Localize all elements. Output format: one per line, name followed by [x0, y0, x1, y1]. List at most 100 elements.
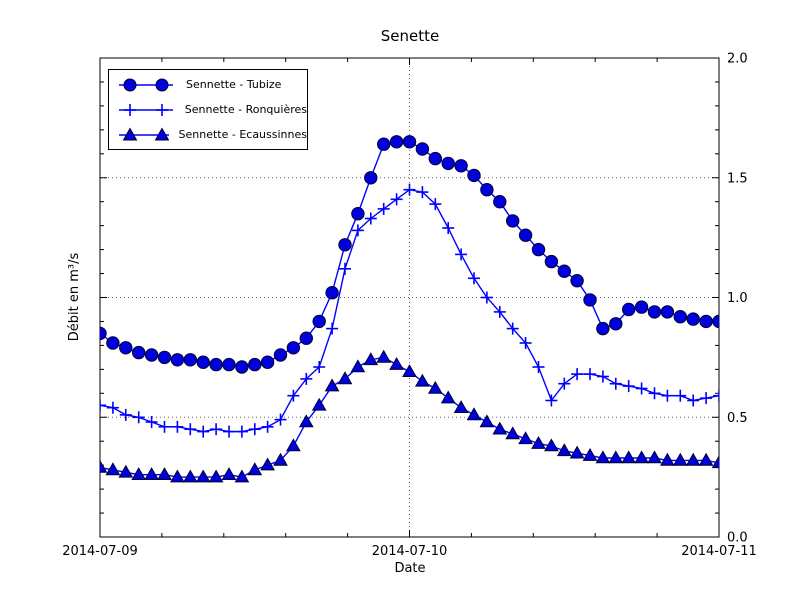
triangle-marker: [182, 469, 198, 483]
triangle-marker: [170, 469, 185, 483]
triangle-marker: [415, 373, 430, 387]
x-axis-label: Date: [394, 561, 426, 576]
triangle-marker: [247, 462, 263, 476]
triangle-marker: [531, 435, 546, 449]
triangle-marker: [647, 450, 662, 464]
circle-marker: [157, 350, 172, 365]
circle-marker: [100, 326, 107, 341]
chart-title: Senette: [380, 27, 440, 45]
triangle-marker: [685, 452, 701, 466]
legend: Sennette - Tubize Sennette - Ronquières …: [108, 69, 308, 150]
legend-entry-tubize: Sennette - Tubize: [109, 76, 307, 94]
triangle-marker: [608, 450, 624, 464]
circle-marker: [222, 357, 236, 372]
circle-marker: [351, 207, 365, 221]
triangle-marker: [595, 450, 611, 464]
series-sennette-tubize: [100, 135, 719, 374]
triangle-marker: [582, 447, 598, 461]
circle-marker: [712, 314, 719, 329]
legend-label-ronquieres: Sennette - Ronquières: [184, 103, 307, 116]
triangle-marker: [453, 400, 469, 413]
y-tick-label: 0.0: [727, 531, 748, 546]
triangle-marker: [208, 469, 224, 483]
circle-marker: [106, 336, 120, 350]
y-tick-labels: 0.0 0.5 1.0 1.5 2.0: [727, 52, 748, 546]
triangle-marker: [311, 397, 327, 411]
triangle-marker: [440, 390, 456, 404]
series-sennette-ronqui-res: [100, 183, 719, 438]
circle-marker: [441, 156, 455, 171]
circle-marker: [557, 264, 571, 278]
triangle-marker: [427, 380, 443, 394]
circle-marker: [660, 305, 675, 319]
circle-marker: [119, 341, 133, 355]
triangle-marker: [389, 356, 404, 370]
circle-marker: [647, 305, 662, 319]
y-tick-label: 1.5: [727, 171, 748, 186]
circle-marker: [583, 293, 597, 307]
triangle-marker: [544, 438, 559, 452]
circle-marker: [493, 195, 507, 209]
triangle-marker: [298, 414, 314, 428]
legend-label-ecaussinnes: Sennette - Ecaussinnes: [178, 128, 308, 141]
triangle-marker: [634, 450, 649, 464]
y-axis-label: Débit en m³/s: [67, 252, 82, 342]
triangle-marker: [363, 352, 379, 366]
legend-entry-ecaussinnes: Sennette - Ecaussinnes: [109, 126, 307, 144]
triangle-marker: [660, 452, 675, 466]
circle-marker: [480, 183, 494, 197]
y-tick-label: 2.0: [727, 52, 748, 67]
triangle-marker: [144, 467, 159, 480]
triangle-marker: [221, 467, 237, 480]
circle-marker: [325, 286, 339, 300]
circle-marker: [299, 331, 313, 345]
circle-marker: [286, 341, 301, 355]
triangle-marker: [337, 371, 353, 385]
circle-marker: [518, 228, 533, 242]
circle-marker: [544, 254, 559, 269]
triangle-marker: [376, 349, 392, 363]
circle-marker: [364, 171, 378, 185]
triangle-marker: [556, 443, 572, 457]
circle-marker: [209, 357, 223, 372]
circle-marker: [506, 214, 520, 228]
triangle-marker: [479, 414, 495, 428]
triangle-marker: [260, 457, 275, 471]
x-tick-labels: 2014-07-09 2014-07-10 2014-07-11: [62, 544, 757, 559]
circle-marker: [454, 159, 468, 173]
triangle-marker: [466, 407, 482, 421]
triangle-marker: [131, 467, 147, 480]
triangle-marker: [492, 421, 508, 435]
circle-marker: [389, 135, 404, 149]
circle-marker: [415, 142, 430, 156]
circle-marker: [467, 168, 481, 183]
triangle-marker: [105, 462, 121, 476]
triangle-marker: [518, 431, 533, 445]
triangle-marker: [100, 459, 108, 473]
circle-marker-icon: [119, 78, 173, 91]
triangle-marker: [350, 359, 366, 373]
y-tick-label: 0.5: [727, 411, 748, 426]
triangle-marker: [402, 364, 417, 377]
plus-marker-icon: [119, 103, 173, 116]
circle-marker: [273, 348, 288, 362]
circle-marker: [596, 321, 610, 336]
triangle-marker: [273, 452, 288, 466]
triangle-marker-icon: [119, 126, 169, 140]
circle-marker: [622, 302, 636, 317]
circle-marker: [235, 360, 249, 374]
circle-marker: [402, 135, 417, 149]
triangle-marker: [234, 469, 250, 483]
triangle-marker: [698, 452, 714, 466]
circle-marker: [377, 137, 391, 151]
circle-marker: [634, 300, 649, 314]
circle-marker: [260, 355, 275, 369]
triangle-marker: [672, 452, 688, 466]
circle-marker: [338, 238, 352, 252]
triangle-marker: [569, 445, 585, 459]
circle-marker: [686, 312, 700, 326]
triangle-marker: [286, 438, 301, 452]
circle-marker: [428, 151, 442, 166]
